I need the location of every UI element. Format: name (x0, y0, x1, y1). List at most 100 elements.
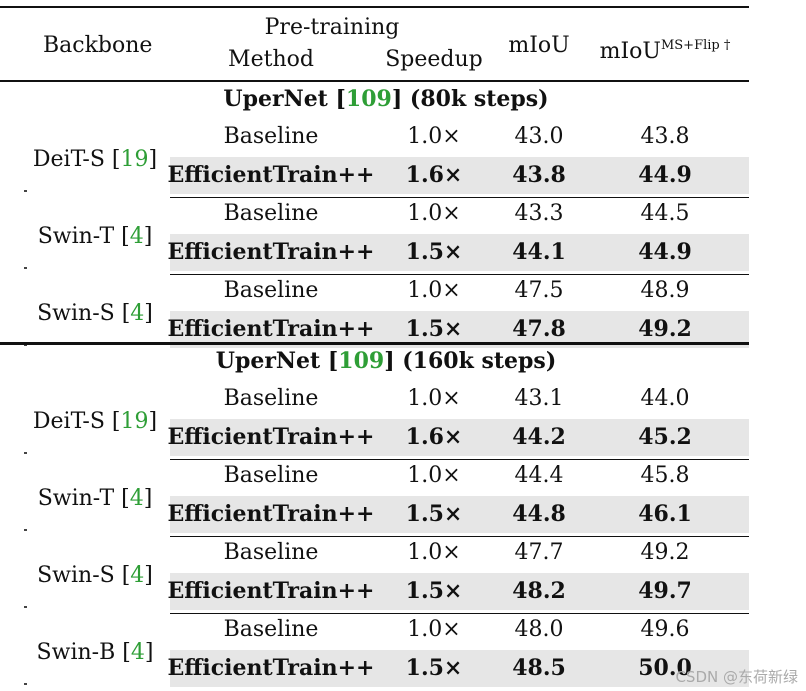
backbone-name: Swin-S [ (37, 562, 131, 588)
row-marker (24, 683, 27, 685)
miou-cell: 43.8 (512, 162, 566, 188)
miou-cell: 43.3 (514, 201, 564, 226)
method-cell: EfficientTrain++ (167, 316, 375, 342)
backbone-bracket: ] (148, 408, 158, 434)
method-cell: EfficientTrain++ (167, 162, 375, 188)
method-cell: EfficientTrain++ (167, 424, 375, 450)
watermark: CSDN @东荷新绿 (675, 668, 798, 686)
miou-cell: 44.4 (514, 463, 564, 488)
header-backbone: Backbone (43, 33, 153, 58)
section-citation: 109 (338, 348, 385, 374)
method-cell: Baseline (223, 386, 319, 411)
row-marker (24, 267, 27, 269)
method-cell: Baseline (223, 278, 319, 303)
miou-cell: 47.5 (514, 278, 564, 303)
miou-ms-flip-cell: 45.2 (638, 424, 692, 450)
miou-cell: 47.7 (514, 540, 564, 565)
highlight-row (170, 311, 749, 348)
group-rule (170, 274, 749, 276)
header-rule (0, 80, 749, 82)
speedup-cell: 1.0× (407, 540, 461, 565)
speedup-cell: 1.5× (405, 316, 463, 342)
speedup-cell: 1.5× (405, 578, 463, 604)
miou-ms-flip-cell: 50.0 (638, 655, 692, 681)
miou-ms-flip-cell: 49.6 (640, 617, 690, 642)
method-cell: Baseline (223, 463, 319, 488)
highlight-row (170, 419, 749, 456)
backbone-citation: 19 (120, 146, 149, 172)
top-rule (0, 6, 749, 8)
row-marker (24, 190, 27, 192)
group-rule (170, 459, 749, 461)
speedup-cell: 1.5× (405, 501, 463, 527)
miou-ms-flip-cell: 45.8 (640, 463, 690, 488)
header-method: Method (228, 47, 314, 72)
speedup-cell: 1.0× (407, 463, 461, 488)
miou-ms-flip-cell: 49.2 (640, 540, 690, 565)
group-rule (170, 613, 749, 615)
speedup-cell: 1.6× (405, 162, 463, 188)
backbone-bracket: ] (143, 485, 153, 511)
speedup-cell: 1.0× (407, 278, 461, 303)
miou-cell: 44.2 (512, 424, 566, 450)
backbone-bracket: ] (143, 223, 153, 249)
miou-ms-flip-cell: 44.9 (638, 162, 692, 188)
highlight-row (170, 157, 749, 194)
backbone-name: Swin-B [ (36, 639, 131, 665)
miou-cell: 43.0 (514, 124, 564, 149)
section-title-suffix: ] (80k steps) (391, 86, 549, 112)
backbone-citation: 19 (120, 408, 149, 434)
method-cell: EfficientTrain++ (167, 239, 375, 265)
speedup-cell: 1.5× (405, 239, 463, 265)
miou-ms-flip-cell: 49.7 (638, 578, 692, 604)
speedup-cell: 1.0× (407, 201, 461, 226)
backbone-citation: 4 (130, 562, 145, 588)
header-miou-ms: mIoUMS+Flip † (600, 32, 731, 66)
method-cell: EfficientTrain++ (167, 501, 375, 527)
miou-cell: 48.0 (514, 617, 564, 642)
header-miou-ms-base: mIoU (599, 39, 661, 64)
group-rule (170, 197, 749, 199)
section-title-prefix: UperNet [ (223, 86, 346, 112)
method-cell: Baseline (223, 201, 319, 226)
backbone-label: Swin-B [4] (37, 639, 154, 667)
backbone-citation: 4 (130, 300, 145, 326)
highlight-row (170, 496, 749, 533)
section-title-prefix: UperNet [ (215, 348, 339, 374)
backbone-bracket: ] (144, 300, 153, 326)
method-cell: EfficientTrain++ (167, 578, 375, 604)
miou-ms-flip-cell: 44.9 (638, 239, 692, 265)
section-title: UperNet [109] (160k steps) (216, 347, 556, 375)
miou-cell: 44.1 (512, 239, 566, 265)
section-thick-rule (0, 342, 749, 345)
miou-ms-flip-cell: 49.2 (638, 316, 692, 342)
backbone-bracket: ] (144, 639, 154, 665)
method-cell: Baseline (223, 617, 319, 642)
method-cell: Baseline (223, 540, 319, 565)
backbone-name: Swin-S [ (37, 300, 131, 326)
speedup-cell: 1.0× (407, 386, 461, 411)
speedup-cell: 1.0× (407, 617, 461, 642)
method-cell: Baseline (223, 124, 319, 149)
backbone-bracket: ] (148, 146, 158, 172)
header-pretraining: Pre-training (264, 15, 400, 40)
header-miou-ms-sup: MS+Flip † (660, 38, 731, 53)
backbone-label: Swin-S [4] (37, 300, 153, 328)
backbone-citation: 4 (129, 223, 144, 249)
speedup-cell: 1.5× (405, 655, 463, 681)
backbone-label: Swin-T [4] (38, 485, 153, 513)
header-miou: mIoU (508, 33, 570, 58)
miou-ms-flip-cell: 46.1 (638, 501, 692, 527)
section-citation: 109 (345, 86, 392, 112)
row-marker (24, 452, 27, 454)
backbone-label: DeiT-S [19] (33, 146, 157, 174)
backbone-bracket: ] (144, 562, 153, 588)
row-marker (24, 606, 27, 608)
row-marker (24, 344, 27, 346)
highlight-row (170, 650, 749, 687)
miou-cell: 43.1 (514, 386, 564, 411)
backbone-name: Swin-T [ (37, 223, 130, 249)
speedup-cell: 1.0× (407, 124, 461, 149)
miou-ms-flip-cell: 44.5 (640, 201, 690, 226)
method-cell: EfficientTrain++ (167, 655, 375, 681)
